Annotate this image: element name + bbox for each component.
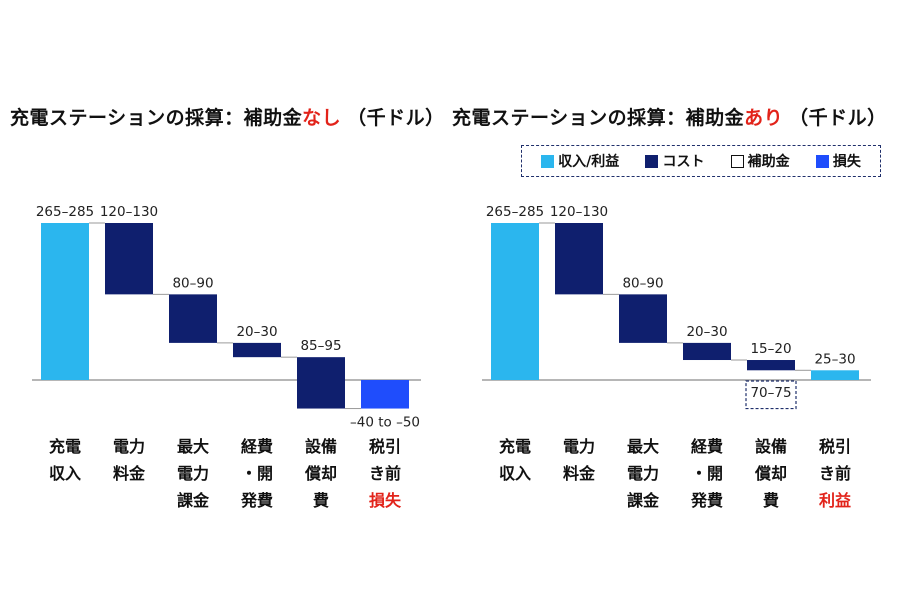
legend-swatch-subsidy	[730, 154, 744, 168]
category-label-line: 経費	[690, 437, 723, 456]
category-label: 経費 ・開 発費	[683, 433, 731, 514]
bar-value-label: 85–95	[300, 338, 341, 354]
category-label-line: 最大	[626, 437, 659, 456]
bar-value-label: 120–130	[100, 204, 158, 220]
chart-without-subsidy: 充電ステーションの採算：補助金なし （千ドル） 265–285 120–130 80–…	[10, 103, 444, 514]
subsidy-value-label: 70–75	[750, 385, 791, 401]
bar-cost	[619, 294, 667, 343]
legend-swatch-cost	[645, 154, 659, 168]
category-label-line: 最大	[176, 437, 209, 456]
legend-item-loss: 損失	[815, 151, 861, 171]
bar-value-label: 120–130	[550, 204, 608, 220]
category-label: 設備 償却費	[297, 433, 345, 514]
chart-title: 充電ステーションの採算：補助金なし （千ドル）	[10, 103, 444, 130]
bar-revenue	[41, 223, 89, 380]
category-label-line: 発費	[690, 491, 723, 510]
category-label-line: 利益	[818, 491, 851, 510]
bar-revenue	[491, 223, 539, 380]
category-label: 設備 償却費	[747, 433, 795, 514]
category-label-line: 料金	[112, 464, 145, 483]
bar-cost	[233, 342, 281, 358]
bar-cost	[169, 294, 217, 343]
category-label-line: 損失	[368, 491, 401, 510]
category-label: 充電 収入	[491, 433, 539, 487]
bar-cost	[683, 342, 731, 361]
category-label-line: 課金	[176, 491, 209, 510]
category-label-line: 料金	[562, 464, 595, 483]
category-label: 電力 料金	[105, 433, 153, 487]
category-label-line: 税引	[368, 437, 401, 456]
category-label-line: 設備	[754, 437, 787, 456]
bar-value-label: 25–30	[814, 351, 855, 367]
bar-value-label: 20–30	[236, 324, 277, 340]
category-label-line: 課金	[626, 491, 659, 510]
category-label-line: 税引	[818, 437, 851, 456]
category-label-line: 電力	[562, 437, 595, 456]
bar-value-label: –40 to –50	[350, 415, 420, 431]
legend-swatch-revenue	[541, 154, 555, 168]
category-label-line: 電力	[176, 464, 209, 483]
title-main: 充電ステーションの採算：補助金	[10, 107, 303, 129]
title-accent: あり	[744, 107, 784, 129]
category-label: 最大 電力 課金	[169, 433, 217, 514]
legend-item-subsidy: 補助金	[730, 151, 790, 171]
legend-label-loss: 損失	[832, 154, 861, 170]
bar-value-label: 80–90	[172, 275, 213, 291]
category-label-line: 経費	[240, 437, 273, 456]
chart-title: 充電ステーションの採算：補助金あり （千ドル）	[452, 103, 886, 130]
title-main: 充電ステーションの採算：補助金	[452, 107, 745, 129]
category-label: 電力 料金	[555, 433, 603, 487]
category-label: 充電 収入	[41, 433, 89, 487]
category-label-line: 発費	[240, 491, 273, 510]
bar-revenue	[811, 370, 859, 380]
category-label-line: 充電	[48, 437, 81, 456]
category-label: 税引 き前 利益	[811, 433, 859, 514]
legend-label-cost: コスト	[662, 154, 705, 170]
bar-cost	[747, 360, 795, 371]
waterfall-plot: 265–285 120–130 80–90 20–30 15–20 25–30 70–75	[482, 204, 871, 410]
legend-swatch-loss	[815, 154, 829, 168]
category-label-line: 電力	[626, 464, 659, 483]
category-label: 経費 ・開 発費	[233, 433, 281, 514]
title-accent: なし	[302, 107, 342, 129]
bar-value-label: 265–285	[36, 204, 94, 220]
category-label: 税引 き前 損失	[361, 433, 409, 514]
bar-value-label: 265–285	[486, 204, 544, 220]
category-label-line: 収入	[498, 464, 531, 483]
legend-label-revenue: 収入/利益	[558, 154, 620, 170]
title-unit: （千ドル）	[347, 107, 445, 129]
bar-cost	[297, 357, 345, 409]
category-label-line: 償却	[754, 464, 787, 483]
category-label-line: ・開	[690, 464, 723, 483]
bar-value-label: 80–90	[622, 275, 663, 291]
category-label-line: 設備	[304, 437, 337, 456]
bar-subsidy	[745, 380, 797, 410]
category-label-line: 電力	[112, 437, 145, 456]
legend-item-cost: コスト	[645, 151, 704, 171]
bar-value-label: 15–20	[750, 341, 791, 357]
category-label: 最大 電力 課金	[619, 433, 667, 514]
category-label-line: ・開	[240, 464, 273, 483]
legend-label-subsidy: 補助金	[747, 154, 790, 170]
category-label-line: 充電	[498, 437, 531, 456]
category-label-line: 償却	[304, 464, 337, 483]
category-label-line: 費	[762, 491, 779, 510]
legend: 収入/利益 コスト 補助金 損失	[521, 145, 881, 177]
waterfall-plot: 265–285 120–130 80–90 20–30 85–95 –40 to –50	[32, 204, 421, 431]
category-label-line: 収入	[48, 464, 81, 483]
category-label-line: き前	[368, 464, 401, 483]
bar-loss	[361, 380, 409, 409]
category-label-line: き前	[818, 464, 851, 483]
bar-value-label: 20–30	[686, 324, 727, 340]
chart-with-subsidy: 充電ステーションの採算：補助金あり （千ドル） 収入/利益 コスト 補助金 損失 …	[450, 0, 900, 600]
title-unit: （千ドル）	[789, 107, 887, 129]
category-label-line: 費	[312, 491, 329, 510]
bar-cost	[555, 223, 603, 295]
bar-cost	[105, 223, 153, 295]
legend-item-revenue: 収入/利益	[541, 151, 619, 171]
